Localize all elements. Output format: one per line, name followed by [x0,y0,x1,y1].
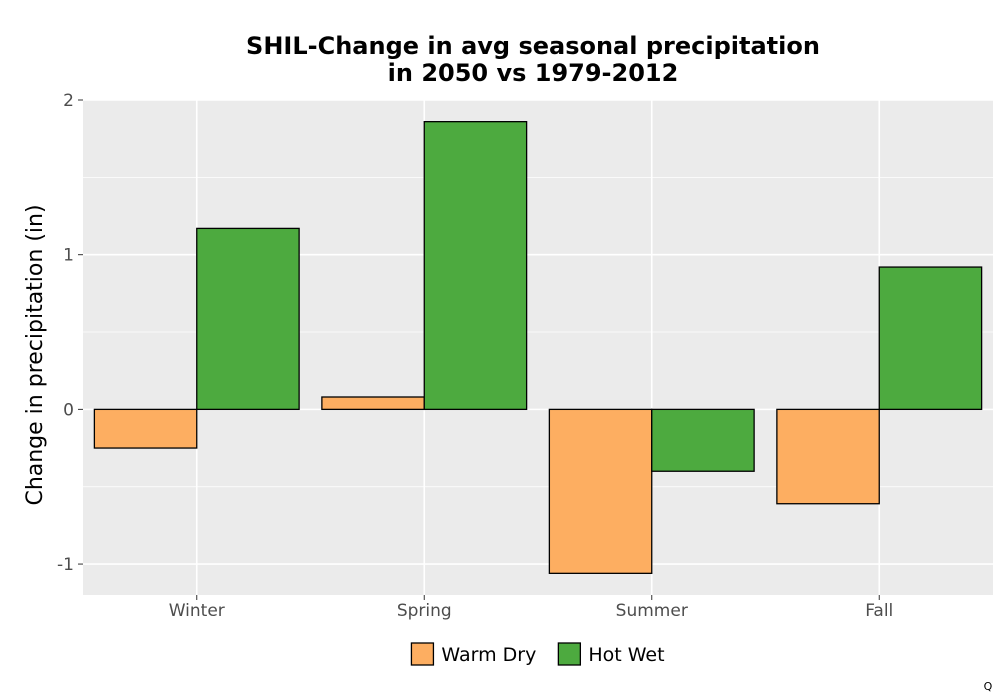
y-tick-label: -1 [57,555,74,575]
legend: Warm Dry Hot Wet [410,642,665,666]
x-tick-label: Summer [616,601,688,621]
bar-summer-warm-dry [548,408,653,574]
bars [93,121,983,574]
y-tick-label: 0 [63,400,74,420]
legend-key [410,642,435,666]
bar-winter-warm-dry [93,408,198,449]
legend-key [557,642,582,666]
x-tick-label: Winter [169,601,225,621]
bar-fall-hot-wet [878,266,983,411]
y-tick-label: 2 [63,91,74,111]
bar-summer-hot-wet [651,408,755,472]
x-tick-label: Spring [397,601,452,621]
legend-label: Hot Wet [588,644,664,666]
bar-spring-warm-dry [321,396,425,411]
legend-label: Warm Dry [441,644,536,666]
x-tick-label: Fall [865,601,893,621]
chart-title-line-2: in 2050 vs 1979-2012 [388,59,679,87]
corner-note: Q [984,680,993,693]
y-axis-title: Change in precipitation (in) [23,204,48,505]
chart-title-line-1: SHIL-Change in avg seasonal precipitatio… [246,32,820,60]
x-axis: Winter Spring Summer Fall [169,595,893,621]
bar-winter-hot-wet [196,227,300,411]
y-tick-label: 1 [63,246,74,266]
y-axis: -1 0 1 2 [57,91,83,575]
bar-fall-warm-dry [776,408,880,505]
bar-spring-hot-wet [423,121,528,411]
